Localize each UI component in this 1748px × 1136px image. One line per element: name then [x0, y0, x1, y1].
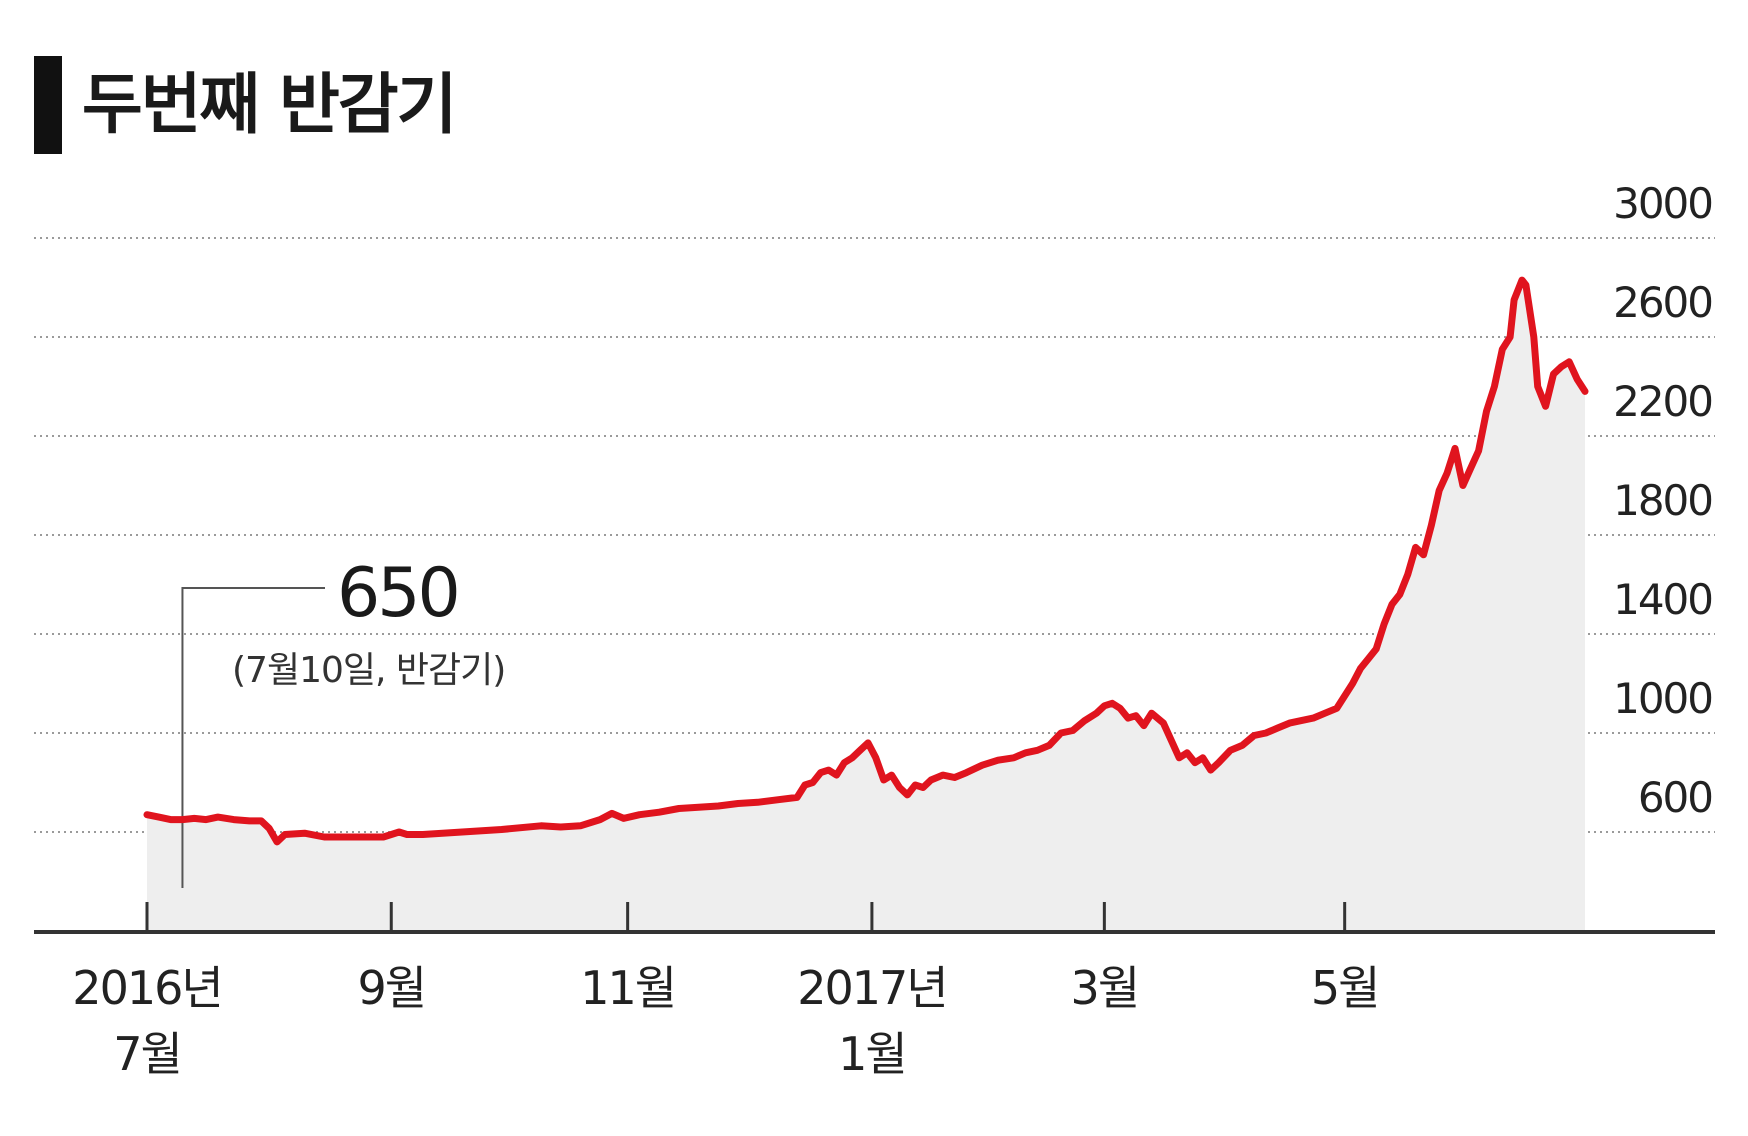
- annotation: 650 (7월10일, 반감기): [181, 554, 506, 888]
- x-axis: [34, 902, 1715, 934]
- chart-title: 두번째 반감기: [82, 66, 457, 143]
- y-tick-label-2600: 2600: [1613, 278, 1712, 327]
- y-tick-label-2200: 2200: [1613, 377, 1712, 426]
- y-tick-label-3000: 3000: [1613, 179, 1712, 228]
- area-fill: [147, 280, 1585, 933]
- series-line-path: [143, 276, 1589, 846]
- y-tick-label-1400: 1400: [1613, 575, 1712, 624]
- y-tick-labels: 600 1000 1400 1800 2200 2600 3000: [1613, 179, 1714, 822]
- y-tick-label-1800: 1800: [1613, 476, 1712, 525]
- x-tick-label-3-line1: 2017년: [797, 961, 946, 1015]
- annotation-leader-line: [181, 587, 325, 888]
- annotation-value: 650: [337, 554, 458, 633]
- annotation-note: (7월10일, 반감기): [232, 650, 505, 691]
- x-tick-label-2: 11월: [580, 961, 675, 1015]
- x-tick-label-4: 3월: [1071, 961, 1139, 1015]
- x-tick-label-5: 5월: [1311, 961, 1379, 1015]
- y-tick-label-1000: 1000: [1613, 674, 1712, 723]
- x-tick-label-0-line1: 2016년: [72, 961, 221, 1015]
- x-tick-labels: 2016년 7월 9월 11월 2017년 1월 3월 5월: [72, 961, 1380, 1081]
- series-line: [143, 276, 1589, 846]
- x-tick-label-3-line2: 1월: [838, 1027, 906, 1081]
- y-tick-label-600: 600: [1638, 773, 1712, 822]
- area-under-curve: [147, 280, 1585, 933]
- x-tick-label-1: 9월: [357, 961, 425, 1015]
- x-tick-label-0-line2: 7월: [113, 1027, 181, 1081]
- title-marker-bar: [34, 56, 62, 154]
